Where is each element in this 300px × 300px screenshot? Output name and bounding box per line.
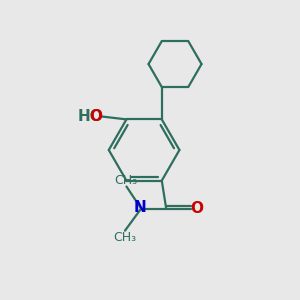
Text: O: O	[90, 109, 103, 124]
Text: CH₃: CH₃	[114, 173, 137, 187]
Text: N: N	[133, 200, 146, 215]
Text: O: O	[190, 201, 203, 216]
Text: CH₃: CH₃	[113, 231, 136, 244]
Text: HO: HO	[77, 109, 103, 124]
